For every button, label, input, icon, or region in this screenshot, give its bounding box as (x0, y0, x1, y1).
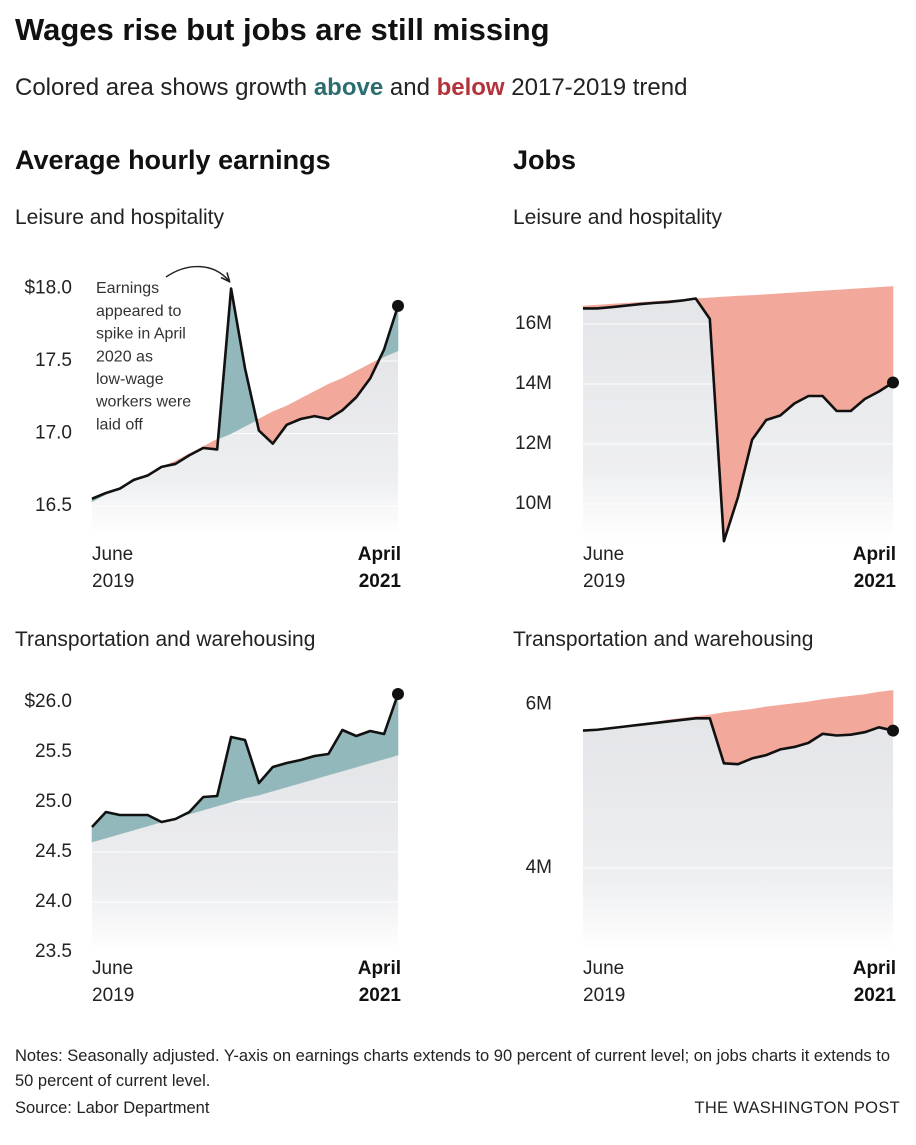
above-area (105, 811, 121, 839)
y-tick-label: 17.5 (35, 350, 72, 371)
line (91, 287, 400, 500)
x-tick-label: June 2019 (583, 958, 626, 1006)
subtitle-part: and (383, 74, 437, 101)
panel-title: Leisure and hospitality (513, 206, 722, 229)
above-area (314, 753, 329, 780)
chart-panel: $26.0 25.5 25.0 24.5 24.0 23.5 (24, 688, 404, 962)
y-tick-label: $18.0 (24, 278, 72, 299)
x-tick-label: April 2021 (357, 958, 401, 1006)
y-tick-label: $26.0 (24, 691, 72, 712)
below-area (765, 704, 781, 756)
below-area (864, 691, 880, 733)
below-area (878, 286, 894, 393)
y-tick-label: 24.5 (35, 841, 72, 862)
below-area (779, 703, 795, 750)
annotation-arrow (165, 265, 229, 281)
subtitle-part: below (436, 74, 505, 101)
below-area (864, 287, 880, 400)
y-tick-label: 10M (515, 493, 552, 514)
chart-panel: 16M 14M 12M 10M (515, 286, 899, 543)
column-heading: Jobs (513, 145, 577, 175)
end-dot (392, 688, 404, 700)
y-tick-label: 12M (515, 433, 552, 454)
y-tick-label: 4M (526, 857, 552, 878)
below-area (836, 288, 852, 412)
notes: Notes: Seasonally adjusted. Y-axis on ea… (15, 1047, 891, 1090)
below-area (822, 697, 837, 736)
y-tick-label: 16.5 (35, 495, 72, 516)
annotation-line: spike in April (96, 326, 186, 343)
subtitle-part: Colored area shows growth (15, 74, 314, 101)
below-area (300, 390, 315, 420)
end-dot (887, 724, 899, 737)
column-heading: Average hourly earnings (15, 145, 331, 175)
y-tick-label: 24.0 (35, 891, 72, 912)
source: Source: Labor Department (15, 1099, 210, 1117)
line (91, 693, 400, 828)
below-area (794, 701, 809, 748)
subtitle-part: above (313, 74, 384, 101)
chart-panel: 6M 4M (526, 690, 899, 950)
below-area (751, 706, 767, 759)
annotation-line: Earnings (96, 280, 159, 297)
annotation-line: laid off (96, 416, 143, 433)
y-tick-label: 14M (515, 373, 552, 394)
base-area (583, 718, 893, 950)
below-area (751, 294, 767, 441)
below-area (878, 690, 894, 731)
x-tick-label: April 2021 (852, 544, 896, 592)
annotation-line: low-wage (96, 371, 164, 388)
line (582, 716, 894, 766)
subtitle: Colored area shows growth above and belo… (15, 74, 687, 102)
below-area (794, 291, 809, 404)
x-tick-label: April 2021 (357, 544, 401, 592)
base-area (583, 298, 893, 542)
annotation-line: workers were (95, 394, 191, 411)
y-tick-label: 25.5 (35, 741, 72, 762)
below-area (808, 290, 823, 397)
x-tick-label: June 2019 (92, 544, 135, 592)
below-area (850, 287, 866, 412)
chart-panel: $18.0 17.5 17.0 16.5 Earnings appeared to spik… (24, 278, 404, 535)
end-dot (392, 299, 404, 312)
subtitle-part: 2017-2019 trend (504, 74, 688, 101)
below-area (314, 383, 329, 420)
below-area (723, 710, 739, 765)
y-tick-label: 16M (515, 313, 552, 334)
panel-title: Leisure and hospitality (15, 206, 224, 229)
panel-title: Transportation and warehousing (513, 628, 814, 651)
y-tick-label: 17.0 (35, 423, 72, 444)
annotation-line: appeared to (96, 303, 182, 320)
below-area (836, 695, 852, 736)
x-tick-label: June 2019 (92, 958, 135, 1006)
above-area (91, 811, 107, 843)
base-area (92, 350, 398, 535)
annotation-line: 2020 as (96, 348, 153, 365)
above-area (230, 736, 246, 803)
line (583, 297, 894, 543)
below-area (737, 708, 753, 765)
panel-title: Transportation and warehousing (15, 628, 316, 651)
above-area (369, 730, 385, 764)
x-tick-label: June 2019 (583, 544, 626, 592)
base-area (92, 755, 398, 952)
below-area (822, 289, 837, 412)
below-area (765, 293, 781, 421)
below-area (779, 292, 795, 417)
end-dot (887, 376, 899, 389)
credit: THE WASHINGTON POST (694, 1099, 900, 1117)
y-tick-label: 6M (526, 693, 552, 714)
x-tick-label: April 2021 (852, 958, 896, 1006)
y-tick-label: 25.0 (35, 791, 72, 812)
above-area (286, 759, 301, 788)
title: Wages rise but jobs are still missing (15, 12, 550, 47)
below-area (850, 694, 866, 736)
y-tick-label: 23.5 (35, 941, 72, 962)
